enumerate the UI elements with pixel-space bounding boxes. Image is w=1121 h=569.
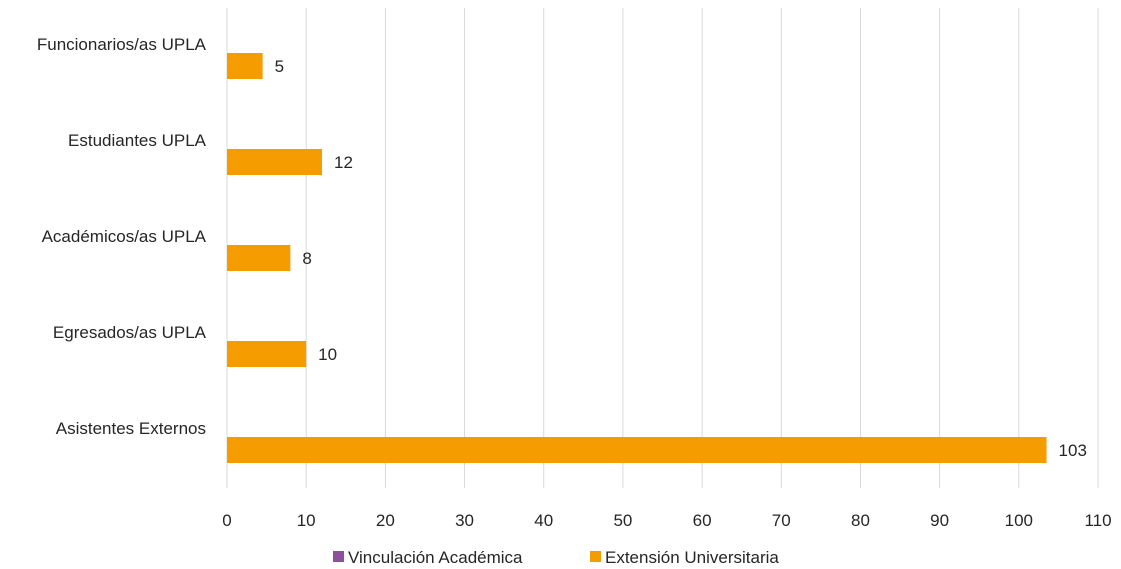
data-label: 103 [1059,441,1087,460]
data-label: 8 [302,249,311,268]
bar-extension-universitaria [227,341,307,367]
category-label: Egresados/as UPLA [53,323,207,342]
bar-extension-universitaria [227,53,263,79]
x-tick-label: 110 [1084,511,1111,530]
legend-item-vinculacion-academica: Vinculación Académica [348,548,523,567]
x-tick-label: 20 [376,511,395,530]
x-tick-label: 60 [693,511,712,530]
x-tick-label: 0 [222,511,231,530]
data-label: 10 [318,345,337,364]
x-tick-label: 80 [851,511,870,530]
gridlines [226,8,1099,488]
bars [227,53,1047,463]
x-tick-label: 90 [930,511,949,530]
bar-extension-universitaria [227,245,291,271]
x-tick-label: 40 [534,511,553,530]
data-label: 5 [275,57,284,76]
x-axis-ticks: 0 10 20 30 40 50 60 70 80 90 100 110 [222,511,1111,530]
x-tick-label: 10 [297,511,316,530]
x-tick-label: 50 [613,511,632,530]
x-tick-label: 70 [772,511,791,530]
legend-swatch [333,551,344,562]
category-labels: Funcionarios/as UPLA Estudiantes UPLA Acad… [37,35,207,438]
legend-item-extension-universitaria: Extensión Universitaria [605,548,779,567]
category-label: Asistentes Externos [56,419,206,438]
legend: Vinculación Académica Extensión Universit… [333,548,779,567]
category-label: Estudiantes UPLA [68,131,207,150]
x-tick-label: 100 [1005,511,1033,530]
category-label: Funcionarios/as UPLA [37,35,207,54]
x-tick-label: 30 [455,511,474,530]
bar-extension-universitaria [227,437,1047,463]
category-label: Académicos/as UPLA [42,227,207,246]
data-label: 12 [334,153,353,172]
data-labels: 5 12 8 10 103 [275,57,1087,460]
bar-extension-universitaria [227,149,323,175]
legend-swatch [590,551,601,562]
